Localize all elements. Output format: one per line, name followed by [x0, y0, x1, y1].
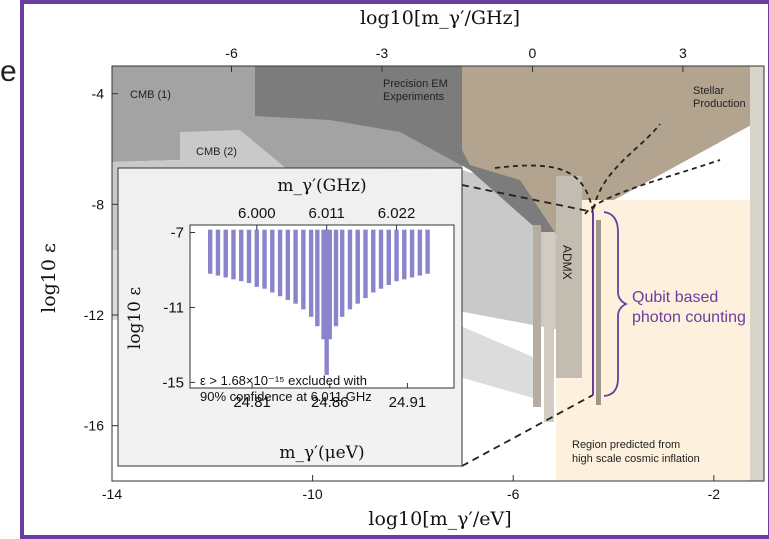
- main-x-ticks: -14 -10 -6 -2: [102, 475, 720, 502]
- inset-y-ticks: -7 -11 -15: [162, 224, 195, 391]
- inset-bar: [246, 229, 252, 284]
- inset-x-tick-label: 24.81: [233, 394, 271, 411]
- region-strip-1: [533, 225, 541, 407]
- main-y-tick-label: -12: [84, 307, 104, 323]
- inset-bar: [339, 229, 345, 317]
- inset-bar: [215, 229, 221, 276]
- inset-bar: [321, 229, 326, 340]
- inset-top-tick-label: 6.000: [238, 205, 276, 222]
- inset-annotation-2: 90% confidence at 6.011 GHz: [200, 389, 372, 404]
- inset-x-axis-label: m_γ′(μeV): [279, 443, 364, 463]
- inset-bar: [315, 229, 320, 327]
- inset-y-axis-label: log10 ε: [125, 287, 145, 350]
- main-top-ticks: -6 -3 0 3: [225, 45, 687, 72]
- main-x-tick-label: -14: [102, 486, 122, 502]
- label-qubit-1: Qubit based: [632, 289, 718, 306]
- inset-x-tick-label: 24.86: [311, 394, 349, 411]
- region-right-edge: [750, 66, 764, 481]
- main-y-axis-label: log10 ε: [38, 243, 60, 313]
- inset-bar: [378, 229, 384, 289]
- inset-bar: [333, 229, 339, 327]
- main-x-tick-label: -10: [302, 486, 322, 502]
- inset-bar: [394, 229, 399, 282]
- inset-bar: [324, 229, 329, 375]
- label-cmb-2: CMB (2): [196, 146, 237, 158]
- qubit-brace: [603, 211, 629, 397]
- inset-bar: [386, 229, 391, 285]
- inset-bar: [402, 229, 407, 280]
- label-inflation-1: Region predicted from: [572, 439, 680, 451]
- dashed-curve-2: [584, 159, 721, 215]
- label-inflation-2: high scale cosmic inflation: [572, 453, 700, 465]
- inset-x-ticks: 24.81 24.86 24.91: [233, 383, 426, 411]
- inset-bar: [409, 229, 415, 278]
- inset-bar: [262, 229, 267, 289]
- label-precision-em-1: Precision EM: [383, 78, 448, 90]
- inset-y-tick-label: -15: [162, 374, 184, 391]
- main-top-tick-label: -3: [376, 45, 389, 61]
- inset-bar: [425, 229, 430, 274]
- inset-bar: [293, 229, 298, 304]
- label-admx: ADMX: [560, 245, 574, 280]
- inset-bar: [301, 229, 306, 310]
- inset-bar: [254, 229, 259, 287]
- label-cmb-1: CMB (1): [130, 89, 171, 101]
- zoom-connector-top: [461, 184, 594, 213]
- inset-top-tick-label: 6.011: [308, 205, 344, 222]
- main-top-axis-label: log10[m_γ′/GHz]: [360, 7, 520, 29]
- inset-bar: [371, 229, 376, 293]
- inset-y-tick-label: -7: [171, 224, 184, 241]
- zoom-connector-bottom: [461, 394, 594, 467]
- main-y-tick-label: -4: [92, 86, 105, 102]
- main-top-tick-label: 3: [679, 45, 687, 61]
- inset-annotation-1: ε > 1.68×10⁻¹⁵ excluded with: [200, 373, 367, 388]
- inset-bars: [207, 229, 430, 375]
- inset-bar: [270, 229, 275, 293]
- main-y-tick-label: -8: [92, 196, 105, 212]
- inset-bar: [327, 229, 332, 340]
- inset-bar: [417, 229, 423, 276]
- inset-bar: [231, 229, 236, 280]
- inset-bar: [308, 229, 314, 317]
- main-x-tick-label: -2: [708, 486, 721, 502]
- main-top-tick-label: 0: [529, 45, 537, 61]
- plot-frame: [111, 65, 765, 482]
- label-precision-em-2: Experiments: [383, 91, 445, 103]
- inset-title: m_γ′(GHz): [277, 176, 366, 196]
- region-stellar-production: [462, 66, 764, 240]
- inset-top-ticks: 6.000 6.011 6.022: [238, 205, 415, 230]
- inset-bar: [207, 229, 213, 274]
- inset-bar: [363, 229, 368, 299]
- inset-bar: [239, 229, 244, 282]
- inset-bar: [285, 229, 291, 300]
- region-strip-3: [596, 220, 601, 405]
- region-admx: [556, 176, 582, 378]
- main-top-tick-label: -6: [225, 45, 238, 61]
- inset-y-tick-label: -11: [163, 299, 184, 316]
- region-inflation: [556, 200, 764, 481]
- main-y-tick-label: -16: [84, 418, 104, 434]
- inset-bar: [355, 229, 360, 304]
- label-stellar-2: Production: [693, 98, 746, 110]
- dashed-curve-1: [494, 123, 661, 213]
- main-x-axis-label: log10[m_γ′/eV]: [368, 508, 511, 530]
- main-y-ticks: -4 -8 -12 -16: [84, 86, 118, 434]
- main-x-tick-label: -6: [507, 486, 520, 502]
- label-qubit-2: photon counting: [632, 309, 746, 326]
- inset-bar: [223, 229, 228, 278]
- inset-x-tick-label: 24.91: [389, 394, 427, 411]
- label-stellar-1: Stellar: [693, 85, 725, 97]
- slide-text-fragment: e: [0, 55, 17, 88]
- region-strip-2: [544, 232, 554, 422]
- inset-bar: [347, 229, 353, 310]
- inset-top-tick-label: 6.022: [378, 205, 416, 222]
- inset-bar: [277, 229, 283, 297]
